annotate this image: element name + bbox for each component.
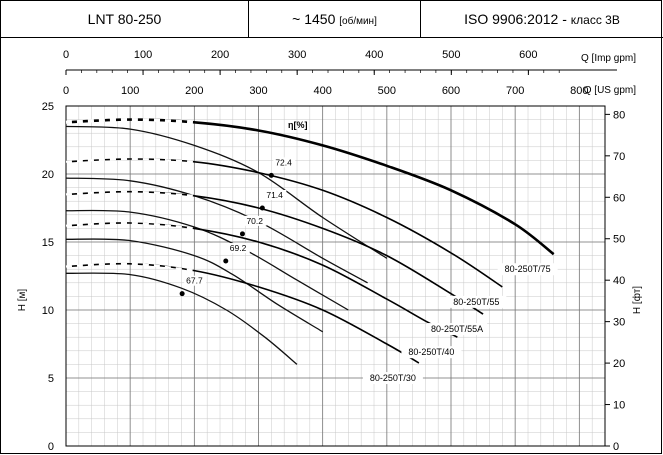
curves [65,117,555,365]
series-dash-mask [65,262,195,272]
efficiency-point [223,258,229,264]
series-line [65,190,484,315]
imp-tick-label: 500 [442,49,460,61]
efficiency-label: η[%] [288,120,308,130]
speed-unit: [об/мин] [339,16,377,27]
x-tick-label: 700 [506,85,524,97]
series-label-bg [446,295,507,308]
x-tick-label: 0 [63,85,69,97]
speed-cell: ~ 1450 [об/мин] [249,1,421,38]
series-label-bg [362,372,423,385]
y-left-axis-label: H [м] [17,289,28,312]
x-tick-label: 400 [313,85,331,97]
x-tick-label: 200 [185,85,203,97]
series-label: 80-250T/30 [370,373,416,383]
series-label-bg [427,323,488,336]
series-label-bg [497,263,558,276]
y-left-tick-label: 15 [42,237,54,249]
series-dash-mask [65,190,195,197]
efficiency-curve [65,272,298,365]
y-right-axis-label: H [фт] [631,286,643,314]
y-right-tick-label: 60 [613,192,625,204]
series-label-bg [401,346,462,359]
series-label: 80-250T/40 [408,347,454,357]
y-left-tick-label: 5 [48,373,54,385]
imp-tick-label: 400 [365,49,383,61]
series-label: 80-250T/55A [431,324,483,334]
x-tick-label: 100 [121,85,139,97]
speed-value: ~ 1450 [292,11,336,27]
efficiency-point-label: 69.2 [230,243,247,253]
x-tick-label: 500 [378,85,396,97]
plot-border [65,105,606,447]
imp-tick-label: 0 [63,49,69,61]
standard-cell: ISO 9906:2012 - класс 3В [421,1,663,38]
x-tick-label: 300 [249,85,267,97]
imp-tick-label: 200 [211,49,229,61]
efficiency-point [179,291,185,297]
model-title: LNT 80-250 [1,1,249,38]
series-dash-mask [65,117,195,124]
y-right-tick-label: 50 [613,234,625,246]
y-right-tick-label: 80 [613,109,625,121]
grid [65,105,606,447]
series-dash-mask [65,221,195,230]
efficiency-curve [65,177,368,284]
y-right-tick-label: 0 [613,441,619,453]
series-dash-mask [65,157,195,163]
efficiency-curve [65,238,324,333]
y-right-tick-label: 70 [613,151,625,163]
y-right-tick-label: 10 [613,400,625,412]
y-left-tick-label: 10 [42,305,54,317]
series-line [65,262,420,364]
efficiency-point [259,205,265,211]
x-tick-label: 600 [442,85,460,97]
imp-tick-label: 100 [134,49,152,61]
efficiency-point-label: 70.2 [246,216,263,226]
efficiency-label-bg [273,157,296,168]
y-left-tick-label: 0 [48,441,54,453]
efficiency-point-label: 71.4 [266,190,283,200]
efficiency-point [268,172,274,178]
imp-tick-label: 300 [288,49,306,61]
marks: 80-250T/75 80-250T/55 80-250T/55A 80-250T/4… [179,157,558,385]
imp-tick-label: 600 [519,49,537,61]
efficiency-label-bg [227,243,250,254]
efficiency-label-bg [184,275,207,286]
series-label: 80-250T/55 [453,297,499,307]
efficiency-label-bg [244,215,267,226]
y-left-tick-label: 20 [42,169,54,181]
series-label: 80-250T/75 [505,264,551,274]
x-tick-label: 800 [570,85,588,97]
y-right-tick-label: 40 [613,275,625,287]
standard-text: ISO 9906:2012 - [464,11,567,27]
model-text: LNT 80-250 [87,11,162,27]
efficiency-point-label: 67.7 [186,276,203,286]
y-left-tick-label: 25 [42,101,54,113]
x-top-axis-label: Q [Imp gpm] [581,53,636,64]
efficiency-curve [65,209,349,311]
x-axis-label: Q [US gpm] [584,85,636,96]
efficiency-curve [65,125,388,259]
standard-class: класс 3В [570,13,620,27]
y-right-tick-label: 30 [613,317,625,329]
efficiency-label-bg [264,190,287,200]
efficiency-point [239,231,245,237]
efficiency-point-label: 72.4 [275,157,292,167]
y-right-tick-label: 20 [613,358,625,370]
